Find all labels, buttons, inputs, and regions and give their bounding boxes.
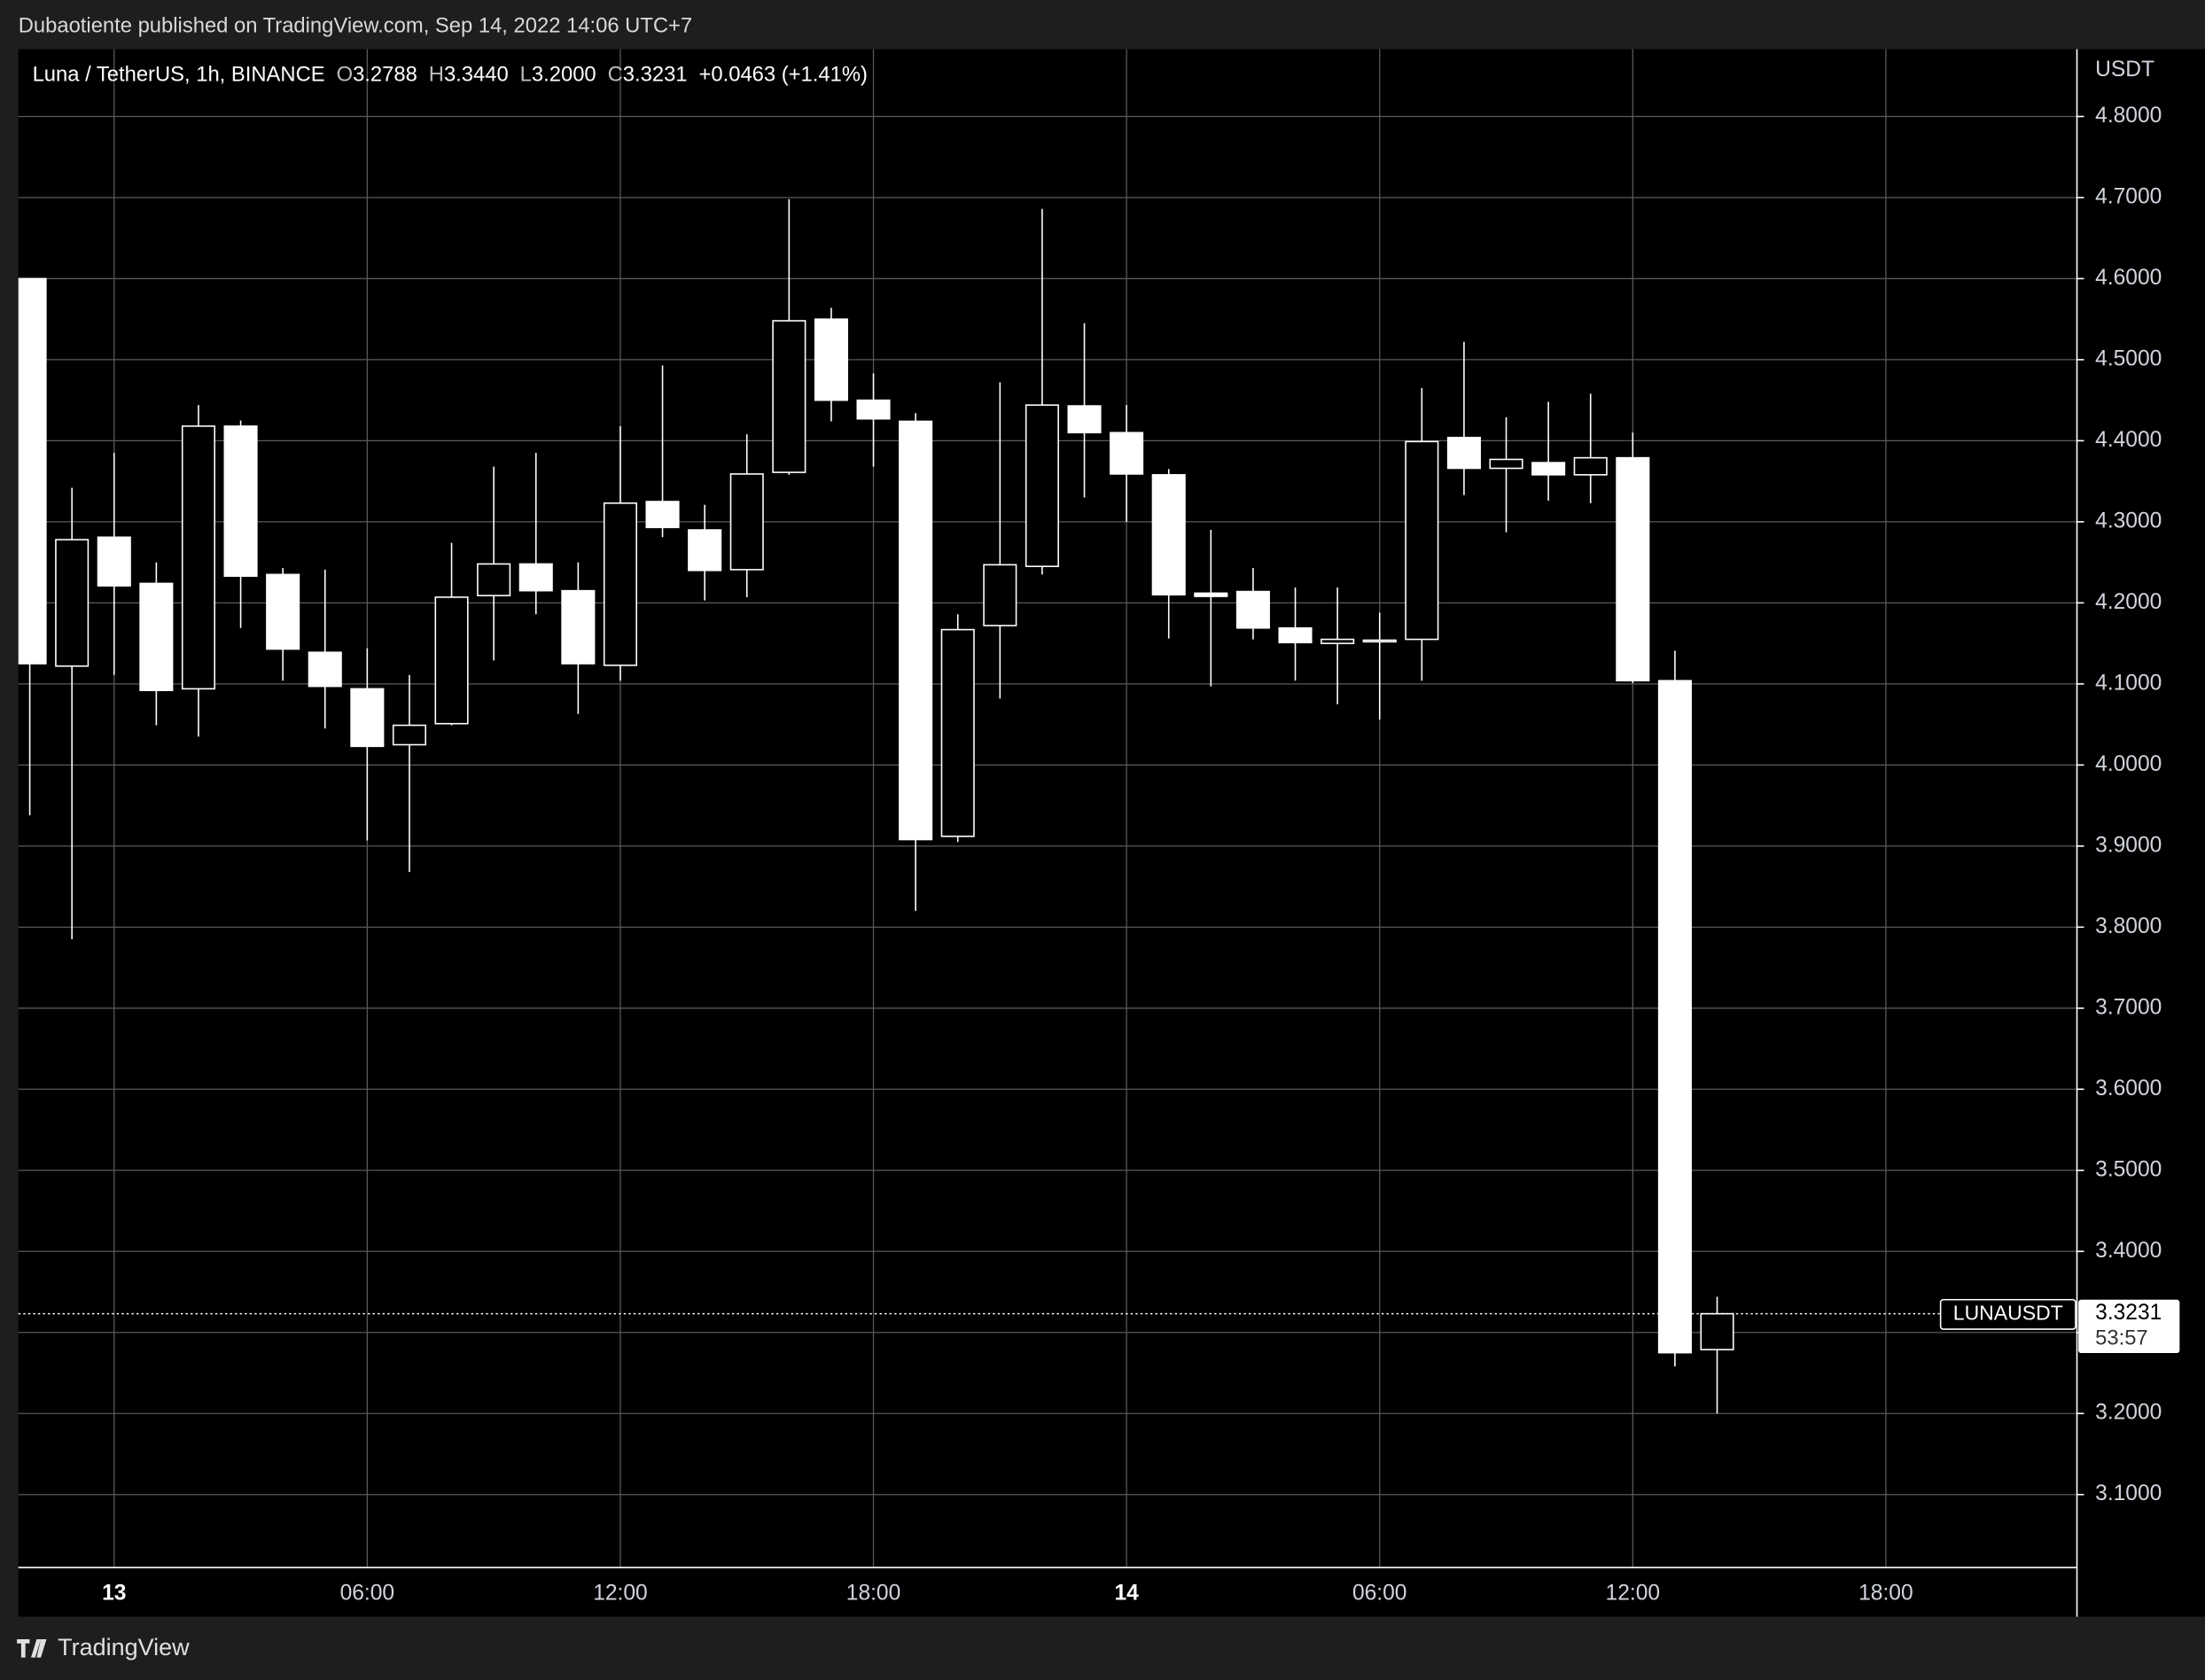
countdown-label: 53:57 xyxy=(2095,1326,2148,1349)
y-tick-label: 3.5000 xyxy=(2095,1157,2162,1181)
grid-layer xyxy=(18,49,2077,1568)
legend-change: +0.0463 (+1.41%) xyxy=(699,63,868,87)
x-tick-label: 06:00 xyxy=(340,1582,395,1606)
legend-key: H xyxy=(429,63,444,87)
candle-body xyxy=(139,582,174,691)
candle-body xyxy=(1278,626,1313,644)
legend-key: C xyxy=(608,63,623,87)
legend-key: O xyxy=(337,63,354,87)
y-tick-label: 3.1000 xyxy=(2095,1482,2162,1505)
candle-body xyxy=(729,473,764,571)
y-tick-label: 3.9000 xyxy=(2095,833,2162,857)
candle-body xyxy=(561,589,596,665)
candle-body xyxy=(1573,456,1608,476)
symbol-tag: LUNAUSDT xyxy=(1953,1301,2063,1324)
candle-body xyxy=(55,539,90,667)
candle-body xyxy=(477,563,511,596)
y-tick-label: 4.8000 xyxy=(2095,104,2162,128)
footer-brand: TradingView xyxy=(58,1634,190,1661)
y-tick-label: 4.4000 xyxy=(2095,428,2162,452)
candle-body xyxy=(181,425,216,690)
y-tick-label: 3.7000 xyxy=(2095,995,2162,1019)
candle-body xyxy=(1067,405,1102,434)
price-label: 3.3231 xyxy=(2095,1301,2162,1325)
candle-body xyxy=(1700,1312,1734,1350)
candle-body xyxy=(18,277,47,665)
y-tick-label: 4.2000 xyxy=(2095,590,2162,614)
x-tick-label: 14 xyxy=(1114,1582,1139,1606)
candle-body xyxy=(856,399,891,420)
candle-body xyxy=(1321,638,1355,644)
y-tick-label: 4.0000 xyxy=(2095,752,2162,776)
candle-body xyxy=(1657,680,1692,1354)
candle-body xyxy=(772,320,806,473)
legend-value: 3.3440 xyxy=(444,63,509,87)
y-tick-label: 4.1000 xyxy=(2095,671,2162,695)
candle-body xyxy=(434,596,469,725)
x-tick-label: 18:00 xyxy=(1858,1582,1913,1606)
candle-body xyxy=(1362,639,1397,643)
candle-body xyxy=(350,688,385,748)
logo-icon xyxy=(17,1638,47,1658)
y-tick-label: 3.8000 xyxy=(2095,914,2162,938)
candles xyxy=(18,198,1734,1414)
candle-body xyxy=(1616,456,1650,682)
candle-body xyxy=(266,573,300,650)
candle-body xyxy=(688,529,722,572)
candle-body xyxy=(814,318,848,401)
legend-symbol: Luna / TetherUS, 1h, BINANCE xyxy=(33,63,325,87)
legend-value: 3.2000 xyxy=(532,63,596,87)
y-tick-label: 4.5000 xyxy=(2095,346,2162,370)
x-tick-label: 12:00 xyxy=(1606,1582,1661,1606)
candle-body xyxy=(1110,432,1144,475)
candle-body xyxy=(97,536,131,587)
price-axis-unit: USDT xyxy=(2095,58,2154,82)
y-tick-label: 4.6000 xyxy=(2095,266,2162,290)
candle-body xyxy=(308,651,342,688)
candle-body xyxy=(518,563,553,592)
candle-body xyxy=(1151,474,1186,596)
candle-body xyxy=(223,425,258,577)
legend-key: L xyxy=(520,63,532,87)
x-tick-label: 18:00 xyxy=(846,1582,901,1606)
chart-background xyxy=(18,49,2205,1617)
footer-logo: TradingView xyxy=(17,1634,190,1661)
candle-body xyxy=(392,724,426,746)
candle-body xyxy=(1405,440,1439,641)
legend-value: 3.2788 xyxy=(353,63,417,87)
candle-body xyxy=(1194,592,1228,597)
candle-body xyxy=(1446,436,1481,470)
candle-body xyxy=(1235,590,1270,629)
x-tick-label: 13 xyxy=(102,1582,126,1606)
y-tick-label: 3.4000 xyxy=(2095,1239,2162,1263)
x-tick-label: 12:00 xyxy=(593,1582,648,1606)
candle-body xyxy=(603,502,637,666)
x-tick-label: 06:00 xyxy=(1352,1582,1407,1606)
y-tick-label: 4.7000 xyxy=(2095,184,2162,208)
candle-body xyxy=(1489,458,1523,470)
candle-body xyxy=(1531,462,1566,476)
publish-info: Dubaotiente published on TradingView.com… xyxy=(19,13,692,37)
candle-body xyxy=(1025,404,1059,568)
y-tick-label: 3.2000 xyxy=(2095,1401,2162,1425)
candle-body xyxy=(899,420,933,841)
candle-body xyxy=(940,628,975,837)
y-tick-label: 4.3000 xyxy=(2095,509,2162,533)
symbol-tag-box xyxy=(1939,1298,2076,1330)
y-tick-label: 3.6000 xyxy=(2095,1077,2162,1101)
legend-value: 3.3231 xyxy=(623,63,688,87)
candle-body xyxy=(645,501,680,529)
price-label-box xyxy=(2078,1299,2180,1354)
symbol-legend: Luna / TetherUS, 1h, BINANCE O3.2788 H3.… xyxy=(33,63,868,87)
candle-body xyxy=(983,564,1017,626)
